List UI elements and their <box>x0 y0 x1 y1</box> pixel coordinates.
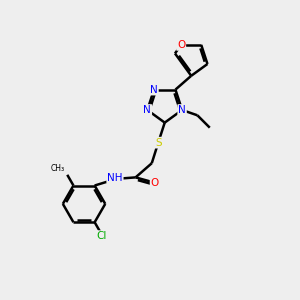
Text: Cl: Cl <box>96 231 106 241</box>
Text: O: O <box>151 178 159 188</box>
Text: S: S <box>155 138 162 148</box>
Text: N: N <box>150 85 158 94</box>
Text: N: N <box>178 105 186 115</box>
Text: NH: NH <box>107 173 123 183</box>
Text: N: N <box>143 105 151 115</box>
Text: CH₃: CH₃ <box>51 164 65 173</box>
Text: O: O <box>177 40 185 50</box>
